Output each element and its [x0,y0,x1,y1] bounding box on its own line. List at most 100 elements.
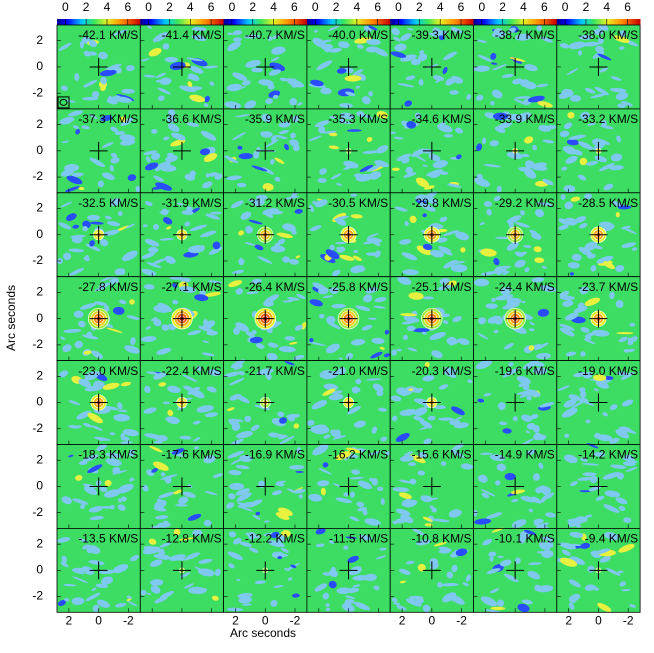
noise [373,585,380,591]
colorbar-cell [513,19,516,25]
colorbar-cell [136,19,139,25]
colorbar-cell [469,19,472,25]
noise [164,56,178,63]
noise [343,545,349,550]
noise [616,332,634,335]
noise [442,66,448,75]
noise [406,325,416,332]
noise [579,286,589,295]
colorbar-cell [338,19,341,25]
noise [542,536,554,542]
noise [153,372,167,380]
velocity-label: -20.3 KM/S [411,364,471,378]
noise [368,317,377,320]
y-tick-label: 0 [36,143,43,157]
colorbar-cell [225,19,229,25]
noise [431,350,443,359]
noise [159,542,171,548]
noise [594,86,609,96]
colorbar-cell [388,19,391,25]
noise [405,75,416,81]
noise [236,492,252,502]
noise [107,95,112,103]
colorbar-cell [227,19,231,25]
noise [477,54,493,62]
noise [288,342,298,345]
noise [112,564,129,574]
noise [127,600,138,607]
noise [417,470,426,476]
noise [203,153,218,163]
panel: -18.3 KM/S20-2 [32,443,141,529]
noise [229,393,242,401]
noise [172,283,178,288]
noise [506,241,519,251]
colorbar-cell [623,19,626,25]
noise [402,334,408,341]
noise [90,221,104,225]
noise [571,253,582,262]
colorbar-cell [579,19,583,25]
colorbar-cell [406,19,410,25]
noise [403,315,420,323]
noise [326,321,341,330]
noise [279,435,295,445]
noise [128,449,135,457]
noise [494,267,504,275]
noise [559,557,578,567]
noise [173,528,181,536]
noise [268,69,281,76]
noise [238,596,253,604]
noise [153,304,172,313]
x-tick-label: 0 [262,613,269,627]
noise [408,388,414,391]
noise [167,409,174,417]
noise [615,264,625,272]
colorbar-cell [621,19,624,25]
panel: -25.1 KM/S [389,276,474,362]
noise [83,350,92,355]
noise [579,222,588,229]
panel: -40.7 KM/S [223,24,308,110]
noise [368,477,378,483]
noise [311,400,326,410]
colorbar-tick-label: 2 [166,0,173,14]
noise [150,525,164,529]
noise [276,534,285,543]
noise [244,415,252,423]
noise [625,348,636,353]
noise [184,583,194,589]
noise [581,400,595,406]
noise [514,259,526,268]
velocity-label: -40.0 KM/S [328,28,388,42]
noise [228,563,235,569]
noise [284,143,289,151]
noise [579,390,587,399]
noise [406,28,414,31]
noise [597,138,610,145]
noise [609,87,627,93]
noise [487,315,502,324]
noise [82,483,97,489]
noise [153,553,171,560]
noise [532,162,548,169]
noise [352,575,371,581]
velocity-label: -19.0 KM/S [578,364,638,378]
colorbar-cell [598,19,601,25]
panel: -33.9 KM/S [473,108,558,194]
noise [154,500,167,510]
noise [559,43,570,49]
noise [390,51,407,58]
noise [493,195,501,202]
noise [344,600,352,608]
colorbar-cell [100,19,104,25]
panel: -42.1 KM/S20-2 [32,24,141,110]
noise [562,300,574,307]
noise [196,405,214,413]
noise [529,321,535,326]
noise [277,507,293,517]
noise [152,32,169,43]
noise [71,597,85,606]
noise [423,438,432,445]
noise [438,384,449,390]
